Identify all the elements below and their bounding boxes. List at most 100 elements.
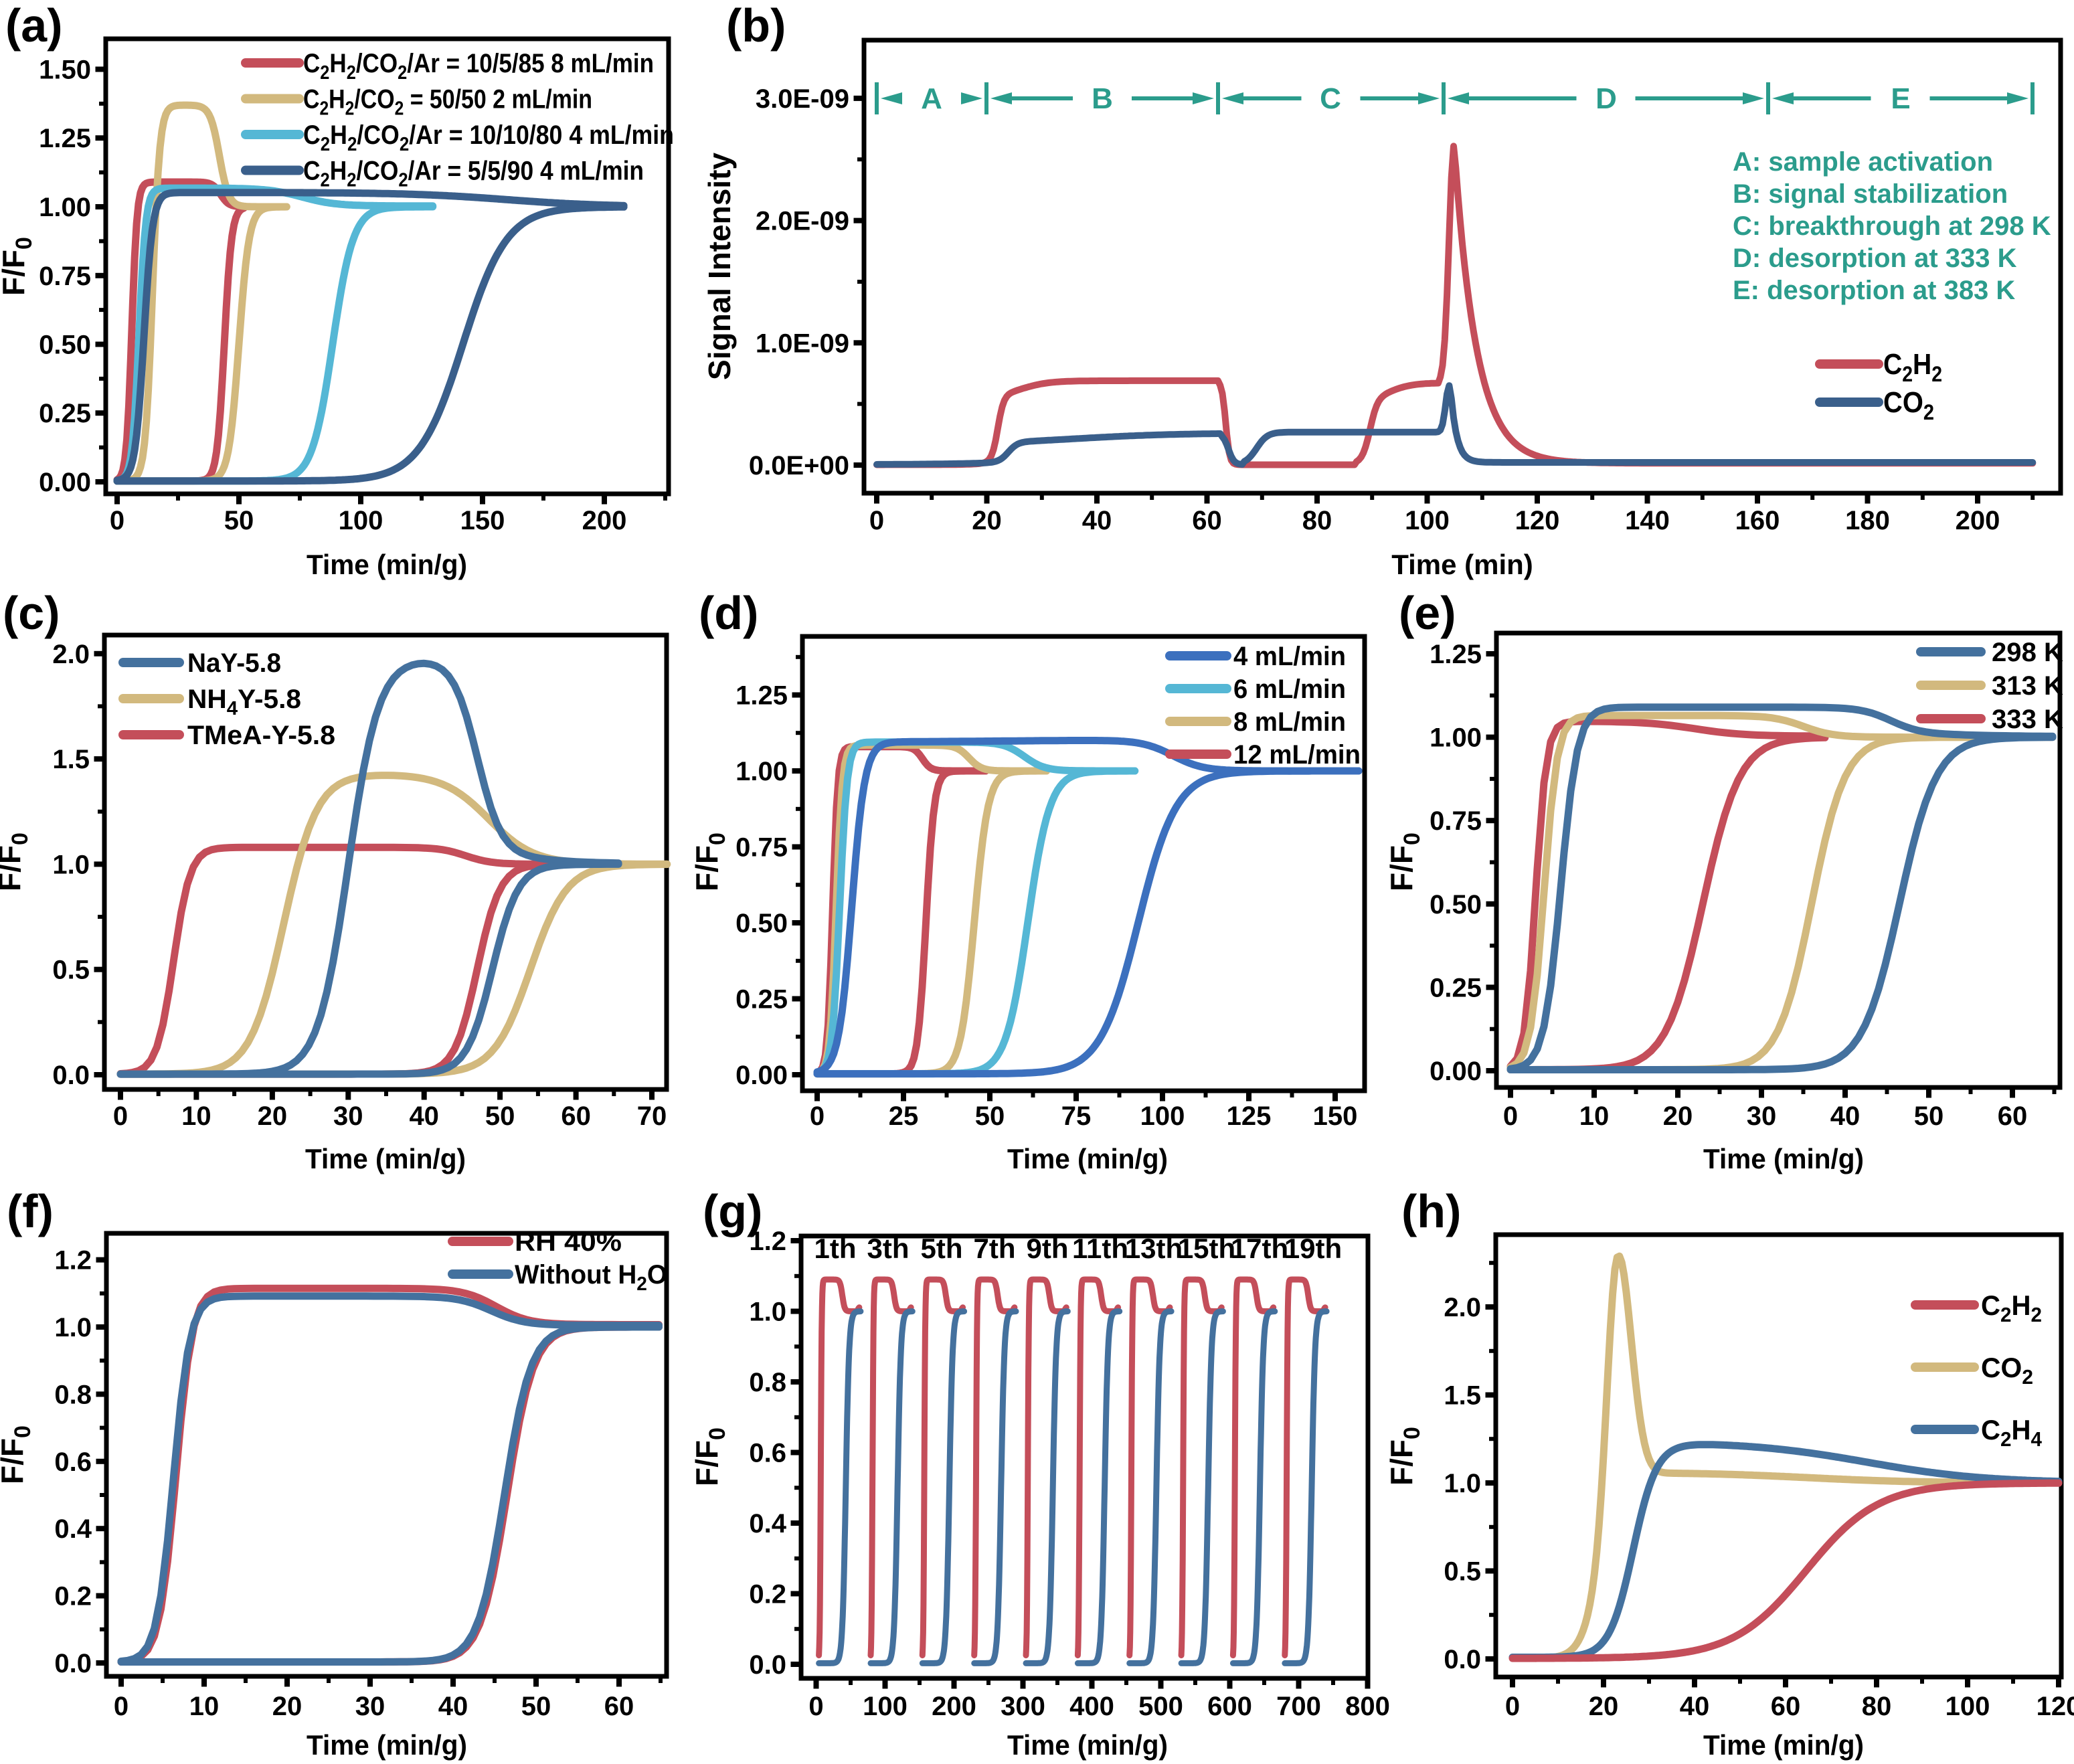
svg-text:(h): (h) — [1401, 1185, 1461, 1237]
svg-text:C2H2/CO2 = 50/50 2 mL/min: C2H2/CO2 = 50/50 2 mL/min — [303, 85, 592, 120]
svg-text:50: 50 — [975, 1101, 1005, 1131]
svg-text:17th: 17th — [1231, 1233, 1288, 1264]
svg-text:1.25: 1.25 — [39, 124, 91, 153]
svg-text:RH 40%: RH 40% — [515, 1227, 622, 1257]
svg-text:CO2: CO2 — [1981, 1352, 2033, 1389]
svg-text:0.25: 0.25 — [39, 399, 91, 428]
svg-text:140: 140 — [1625, 506, 1670, 535]
svg-text:1.0: 1.0 — [54, 1313, 92, 1342]
svg-text:Signal Intensity: Signal Intensity — [702, 153, 737, 380]
svg-text:300: 300 — [1001, 1692, 1045, 1721]
svg-text:0.50: 0.50 — [736, 909, 788, 938]
svg-text:100: 100 — [1140, 1101, 1185, 1131]
svg-text:E: desorption at 383 K: E: desorption at 383 K — [1733, 276, 2015, 305]
svg-text:75: 75 — [1061, 1101, 1092, 1131]
svg-text:10: 10 — [189, 1692, 220, 1721]
svg-text:0.2: 0.2 — [749, 1580, 786, 1609]
svg-text:F/F0: F/F0 — [0, 832, 33, 891]
svg-text:(g): (g) — [703, 1185, 762, 1237]
svg-text:6 mL/min: 6 mL/min — [1233, 675, 1346, 704]
svg-text:C2H2: C2H2 — [1981, 1290, 2042, 1326]
svg-text:F/F0: F/F0 — [689, 1427, 730, 1486]
svg-text:0: 0 — [869, 506, 884, 535]
svg-text:0: 0 — [1503, 1101, 1518, 1131]
svg-text:8 mL/min: 8 mL/min — [1233, 707, 1346, 737]
svg-text:60: 60 — [561, 1101, 591, 1131]
svg-text:0.0: 0.0 — [54, 1649, 92, 1678]
svg-text:2.0: 2.0 — [1444, 1293, 1481, 1322]
svg-text:NH4Y-5.8: NH4Y-5.8 — [187, 685, 301, 719]
svg-text:12 mL/min: 12 mL/min — [1233, 740, 1361, 770]
svg-text:NaY-5.8: NaY-5.8 — [187, 648, 281, 678]
svg-text:D: desorption at 333 K: D: desorption at 333 K — [1733, 244, 2017, 273]
svg-text:600: 600 — [1207, 1692, 1252, 1721]
svg-text:1.0: 1.0 — [52, 850, 90, 879]
svg-text:Time (min/g): Time (min/g) — [307, 1729, 467, 1761]
svg-text:4 mL/min: 4 mL/min — [1233, 642, 1346, 671]
svg-text:20: 20 — [1589, 1692, 1619, 1721]
svg-text:20: 20 — [972, 506, 1002, 535]
svg-text:C2H4: C2H4 — [1981, 1414, 2043, 1451]
svg-text:0.5: 0.5 — [52, 956, 90, 985]
svg-text:(b): (b) — [726, 0, 786, 52]
svg-text:40: 40 — [438, 1692, 468, 1721]
svg-text:150: 150 — [460, 506, 505, 535]
svg-text:C2H2: C2H2 — [1883, 348, 1942, 386]
svg-text:20: 20 — [1663, 1101, 1693, 1131]
svg-text:(e): (e) — [1399, 587, 1456, 639]
svg-text:0.00: 0.00 — [39, 468, 91, 497]
svg-text:0.00: 0.00 — [1430, 1057, 1482, 1086]
svg-text:0.2: 0.2 — [54, 1582, 92, 1611]
svg-text:0: 0 — [808, 1692, 823, 1721]
svg-text:1.5: 1.5 — [1444, 1381, 1481, 1411]
svg-text:100: 100 — [339, 506, 383, 535]
svg-text:298 K: 298 K — [1992, 638, 2063, 667]
svg-text:0.6: 0.6 — [749, 1439, 786, 1468]
svg-text:0: 0 — [113, 1101, 128, 1131]
svg-text:200: 200 — [582, 506, 627, 535]
svg-text:60: 60 — [1192, 506, 1222, 535]
svg-text:(a): (a) — [5, 0, 63, 52]
svg-text:1.00: 1.00 — [1430, 723, 1482, 753]
svg-text:F/F0: F/F0 — [0, 1425, 35, 1484]
svg-text:100: 100 — [1946, 1692, 1990, 1721]
svg-text:25: 25 — [889, 1101, 919, 1131]
svg-text:(c): (c) — [3, 587, 60, 639]
svg-text:A: A — [921, 82, 942, 115]
svg-text:60: 60 — [1771, 1692, 1801, 1721]
svg-text:0.25: 0.25 — [1430, 973, 1482, 1002]
svg-text:11th: 11th — [1072, 1233, 1128, 1264]
svg-text:Without H2O: Without H2O — [515, 1260, 667, 1295]
svg-text:160: 160 — [1735, 506, 1780, 535]
svg-text:C2H2/CO2/Ar = 5/5/90 4 mL/min: C2H2/CO2/Ar = 5/5/90 4 mL/min — [303, 157, 644, 191]
svg-text:0.4: 0.4 — [54, 1514, 92, 1544]
svg-text:0.75: 0.75 — [736, 833, 788, 863]
svg-text:80: 80 — [1862, 1692, 1892, 1721]
svg-text:Time (min/g): Time (min/g) — [1007, 1729, 1168, 1761]
svg-text:C2H2/CO2/Ar = 10/5/85 8 mL/min: C2H2/CO2/Ar = 10/5/85 8 mL/min — [303, 49, 654, 84]
svg-text:E: E — [1891, 82, 1910, 115]
svg-text:F/F0: F/F0 — [0, 237, 37, 296]
svg-text:(f): (f) — [7, 1185, 54, 1237]
svg-text:30: 30 — [333, 1101, 363, 1131]
svg-text:400: 400 — [1069, 1692, 1114, 1721]
svg-text:0: 0 — [1505, 1692, 1520, 1721]
svg-text:Time (min/g): Time (min/g) — [1703, 1729, 1864, 1761]
svg-text:CO2: CO2 — [1883, 386, 1934, 424]
svg-text:B: signal stabilization: B: signal stabilization — [1733, 179, 2008, 209]
svg-text:Time (min/g): Time (min/g) — [1007, 1143, 1168, 1174]
svg-text:F/F0: F/F0 — [1384, 1427, 1425, 1486]
svg-text:30: 30 — [1747, 1101, 1777, 1131]
svg-text:B: B — [1092, 82, 1113, 115]
svg-text:0.5: 0.5 — [1444, 1557, 1481, 1587]
svg-text:2.0: 2.0 — [52, 640, 90, 669]
svg-text:13th: 13th — [1125, 1233, 1183, 1264]
svg-text:19th: 19th — [1284, 1233, 1342, 1264]
svg-text:333 K: 333 K — [1992, 705, 2063, 734]
svg-text:0.25: 0.25 — [736, 985, 788, 1015]
svg-text:0.0: 0.0 — [52, 1061, 90, 1090]
svg-text:F/F0: F/F0 — [689, 832, 730, 891]
svg-text:200: 200 — [932, 1692, 976, 1721]
svg-text:50: 50 — [521, 1692, 551, 1721]
svg-text:0.00: 0.00 — [736, 1061, 788, 1090]
